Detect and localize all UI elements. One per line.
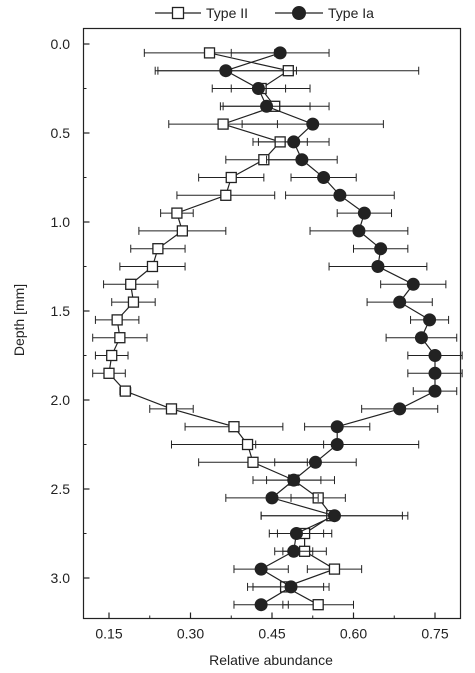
data-point-type-ii — [225, 171, 237, 184]
data-point-type-ii — [114, 332, 126, 344]
data-point-type-ia — [414, 331, 428, 345]
data-point-type-ia — [393, 402, 407, 416]
data-point-type-ii — [127, 296, 140, 308]
data-layer — [92, 46, 463, 612]
data-point-type-ia — [260, 99, 274, 113]
y-tick-label: 3.0 — [51, 570, 71, 586]
legend-label-type-ia: Type Ia — [328, 5, 374, 21]
data-point-type-ia — [287, 473, 301, 487]
axis-ticks: 0.15 0.30 0.45 0.60 0.75 0.0 0.5 1.0 1.5 2.0 2.5 3.… — [51, 36, 449, 642]
data-point-type-ia — [295, 153, 309, 167]
data-point-type-ia — [357, 206, 371, 220]
y-tick-label: 2.0 — [51, 392, 71, 408]
data-point-type-ia — [287, 135, 301, 149]
data-point-type-ia — [308, 455, 322, 469]
y-tick-label: 1.5 — [51, 303, 71, 319]
legend-marker-type-ia — [292, 6, 306, 20]
series-line-type-ia — [224, 52, 436, 606]
data-point-type-ii — [220, 189, 232, 201]
data-point-type-ia — [371, 260, 385, 273]
data-point-type-ii — [312, 599, 324, 611]
data-point-type-ia — [289, 527, 303, 540]
data-point-type-ii — [152, 243, 164, 255]
data-point-type-ia — [273, 46, 287, 60]
series-type-ii — [92, 47, 420, 611]
y-tick-label: 0.5 — [51, 125, 71, 141]
data-point-type-ii — [106, 349, 118, 362]
y-tick-label: 2.5 — [51, 481, 71, 497]
x-axis-title: Relative abundance — [209, 652, 333, 668]
data-point-type-ii — [247, 456, 259, 468]
data-point-type-ia — [265, 491, 279, 505]
data-point-type-ia — [428, 349, 442, 362]
data-point-type-ia — [330, 438, 344, 451]
x-tick-label: 0.15 — [95, 626, 122, 642]
data-point-type-ia — [352, 224, 366, 238]
y-tick-label: 0.0 — [51, 36, 71, 52]
legend: Type II Type Ia — [155, 5, 374, 21]
data-point-type-ia — [306, 117, 320, 131]
x-tick-label: 0.75 — [421, 626, 448, 642]
data-point-type-ia — [330, 420, 344, 434]
legend-label-type-ii: Type II — [206, 5, 248, 21]
y-tick-label: 1.0 — [51, 214, 71, 230]
data-point-type-ia — [428, 384, 442, 398]
y-axis-title: Depth [mm] — [11, 284, 27, 356]
data-point-type-ii — [203, 47, 216, 59]
data-point-type-ii — [171, 207, 183, 219]
x-tick-label: 0.60 — [340, 626, 367, 642]
data-point-type-ia — [287, 544, 301, 558]
data-point-type-ia — [423, 313, 437, 327]
legend-marker-type-ii — [171, 6, 185, 20]
data-point-type-ia — [327, 509, 341, 523]
data-point-type-ii — [228, 421, 240, 433]
data-point-type-ia — [254, 598, 268, 612]
data-point-type-ia — [219, 64, 233, 78]
data-point-type-ii — [103, 367, 115, 379]
data-point-type-ia — [254, 562, 268, 576]
data-point-type-ii — [125, 278, 137, 290]
data-point-type-ii — [217, 118, 229, 130]
data-point-type-ii — [176, 225, 189, 237]
x-tick-label: 0.45 — [258, 626, 285, 642]
data-point-type-ia — [333, 188, 347, 202]
series-type-ia — [154, 46, 463, 612]
data-point-type-ii — [146, 260, 159, 273]
data-point-type-ia — [393, 295, 407, 309]
data-point-type-ii — [119, 385, 131, 397]
data-point-type-ia — [428, 366, 442, 380]
data-point-type-ia — [251, 82, 265, 95]
data-point-type-ia — [406, 277, 420, 291]
plot-frame — [82, 27, 462, 620]
data-point-type-ii — [165, 403, 178, 415]
data-point-type-ii — [328, 563, 341, 575]
data-point-type-ii — [241, 438, 254, 451]
data-point-type-ia — [284, 580, 298, 594]
data-point-type-ii — [111, 314, 123, 326]
data-point-type-ia — [317, 171, 331, 184]
data-point-type-ia — [374, 242, 388, 256]
x-tick-label: 0.30 — [177, 626, 204, 642]
